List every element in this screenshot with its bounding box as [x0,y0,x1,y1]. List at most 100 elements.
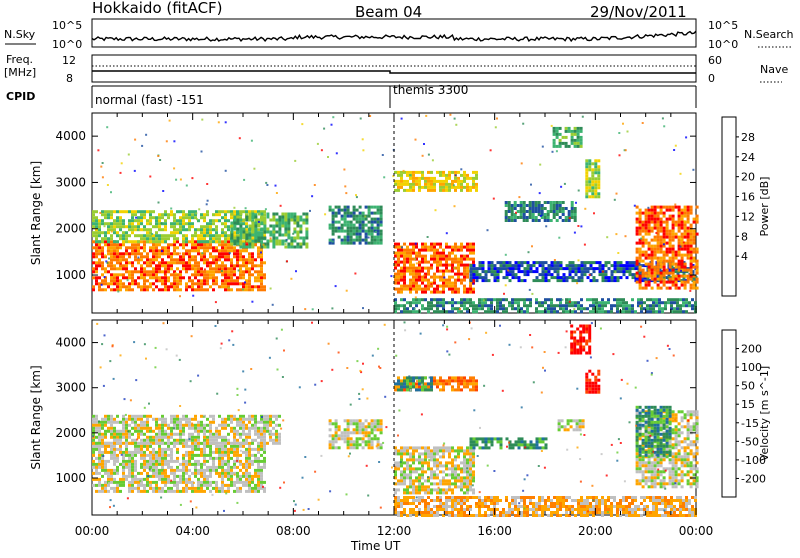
echo-cell [332,221,335,224]
noise-cell [356,196,358,198]
echo-cell [218,258,221,261]
echo-cell [191,267,194,270]
echo-cell [508,216,511,219]
echo-cell [233,448,236,451]
echo-cell [197,481,200,484]
echo-cell [233,267,236,270]
echo-cell [639,215,642,218]
echo-cell [215,481,218,484]
noise-cell [563,277,565,279]
echo-cell [143,457,146,460]
echo-cell [242,439,245,442]
echo-cell [332,218,335,221]
echo-cell [639,278,642,281]
echo-cell [248,267,251,270]
echo-cell [128,234,131,237]
echo-cell [678,263,681,266]
echo-cell [107,285,110,288]
echo-cell [224,445,227,448]
echo-cell [245,424,248,427]
echo-cell [248,481,251,484]
echo-cell [254,222,257,225]
echo-cell [622,304,625,307]
echo-cell [640,310,643,313]
echo-cell [672,233,675,236]
echo-cell [565,301,568,304]
echo-cell [131,288,134,291]
echo-cell [185,240,188,243]
echo-cell [601,307,604,310]
echo-cell [116,454,119,457]
echo-cell [263,433,266,436]
echo-cell [170,415,173,418]
echo-cell [454,273,457,276]
noise-cell [251,140,253,142]
echo-cell [648,284,651,287]
echo-cell [374,218,377,221]
echo-cell [245,288,248,291]
noise-cell [505,254,507,256]
echo-cell [594,186,597,189]
echo-cell [104,231,107,234]
noise-cell [102,176,104,178]
noise-cell [332,241,334,243]
echo-cell [191,237,194,240]
echo-cell [254,276,257,279]
echo-cell [203,484,206,487]
echo-cell [693,287,696,290]
echo-cell [409,186,412,189]
echo-cell [227,279,230,282]
echo-cell [257,225,260,228]
echo-cell [116,258,119,261]
echo-cell [556,210,559,213]
echo-cell [116,234,119,237]
noise-cell [618,132,620,134]
echo-cell [490,298,493,301]
echo-cell [278,424,281,427]
echo-cell [95,466,98,469]
echo-cell [116,279,119,282]
echo-cell [152,261,155,264]
echo-cell [684,248,687,251]
echo-cell [164,282,167,285]
echo-cell [553,142,556,145]
echo-cell [272,427,275,430]
echo-cell [233,210,236,213]
echo-cell [577,139,580,142]
echo-cell [445,246,448,249]
echo-cell [568,213,571,216]
echo-cell [569,261,572,264]
echo-cell [406,301,409,304]
echo-cell [176,252,179,255]
echo-cell [113,472,116,475]
echo-cell [191,249,194,252]
echo-cell [563,267,566,270]
echo-cell [227,472,230,475]
echo-cell [284,219,287,222]
echo-cell [684,233,687,236]
echo-cell [131,261,134,264]
echo-cell [272,240,275,243]
echo-cell [152,451,155,454]
echo-cell [448,258,451,261]
echo-cell [191,436,194,439]
echo-cell [403,252,406,255]
echo-cell [263,222,266,225]
echo-cell [128,487,131,490]
echo-cell [353,212,356,215]
echo-cell [179,478,182,481]
echo-cell [104,216,107,219]
echo-cell [684,269,687,272]
echo-cell [591,195,594,198]
echo-cell [143,427,146,430]
echo-cell [592,310,595,313]
echo-cell [116,472,119,475]
echo-cell [442,270,445,273]
echo-cell [585,162,588,165]
echo-cell [140,219,143,222]
echo-cell [218,466,221,469]
echo-cell [448,255,451,258]
echo-cell [484,310,487,313]
echo-cell [245,484,248,487]
echo-cell [636,257,639,260]
